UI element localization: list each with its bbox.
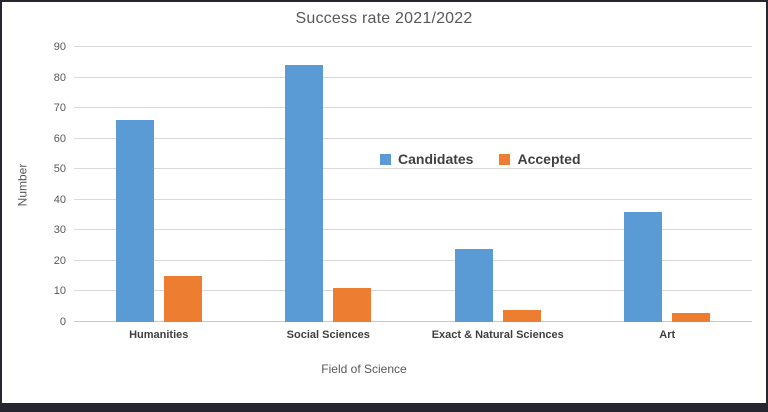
plot-area [74, 46, 752, 322]
y-tick-label-30: 30 [53, 224, 66, 237]
bar-group-art [583, 47, 753, 322]
x-label-art: Art [659, 329, 676, 341]
x-label-social-sciences: Social Sciences [286, 329, 370, 341]
bar-candidates-3 [454, 248, 493, 322]
y-axis-ticks: 0 10 20 30 40 50 60 70 80 90 [32, 41, 66, 328]
legend-swatch-candidates [380, 153, 391, 165]
bar-candidates-4 [624, 212, 663, 322]
y-axis-title-text: Number [15, 163, 29, 206]
x-axis-category-labels: Humanities Social Sciences Exact & Natural… [74, 329, 752, 341]
bar-candidates-1 [115, 120, 154, 322]
x-label-exact-natural-sciences: Exact & Natural Sciences [431, 329, 564, 341]
x-axis-title: Field of Science [321, 362, 407, 376]
bar-accepted-4 [672, 312, 711, 322]
y-tick-label-40: 40 [53, 193, 66, 206]
y-tick-label-60: 60 [53, 132, 66, 145]
gridline-y-10 [74, 290, 752, 292]
bar-accepted-3 [502, 309, 541, 322]
legend-label-accepted: Accepted [517, 151, 581, 167]
gridline-y-50 [74, 168, 752, 170]
gridline-y-90 [74, 46, 752, 47]
y-tick-label-10: 10 [53, 285, 66, 298]
chart-legend: Candidates Accepted [380, 151, 581, 167]
gridline-y-40 [74, 198, 752, 200]
x-label-humanities: Humanities [129, 329, 189, 341]
gridline-y-80 [74, 76, 752, 78]
bar-group-humanities [74, 47, 244, 322]
legend-label-candidates: Candidates [398, 151, 474, 167]
y-tick-label-80: 80 [53, 71, 66, 84]
window-bottom-bar [2, 403, 766, 410]
bar-candidates-2 [285, 65, 324, 322]
y-axis-title: Number [12, 47, 32, 322]
gridline-y-70 [74, 107, 752, 109]
y-tick-label-90: 90 [53, 41, 66, 53]
y-tick-label-0: 0 [59, 316, 66, 328]
gridline-y-0 [74, 321, 752, 322]
legend-swatch-accepted [499, 153, 511, 165]
bar-group-social-sciences [244, 47, 414, 322]
gridline-y-30 [74, 229, 752, 231]
bar-groups [74, 47, 752, 322]
y-tick-label-20: 20 [53, 254, 66, 267]
legend-item-candidates: Candidates [380, 151, 473, 167]
y-tick-label-50: 50 [53, 163, 66, 176]
chart-title: Success rate 2021/2022 [295, 10, 473, 27]
bar-accepted-2 [333, 288, 372, 322]
legend-item-accepted: Accepted [499, 151, 581, 167]
gridline-y-60 [74, 137, 752, 139]
bar-accepted-1 [163, 276, 202, 322]
gridline-y-20 [74, 259, 752, 261]
y-tick-label-70: 70 [53, 102, 66, 115]
bar-group-exact-natural-sciences [413, 47, 583, 322]
